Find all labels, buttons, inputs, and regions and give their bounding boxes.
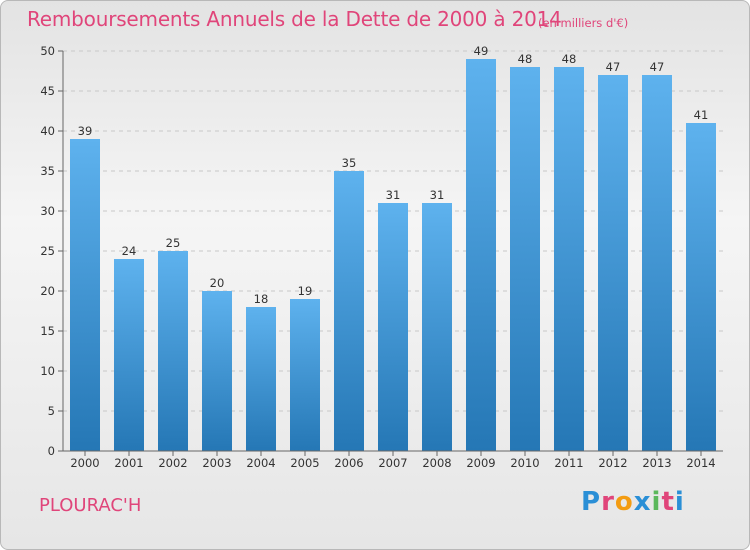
x-tick-label: 2004 [246,456,275,470]
logo-letter: P [581,487,602,517]
x-tick-label: 2010 [510,456,539,470]
y-tick-label: 15 [40,324,55,338]
x-tick-label: 2006 [334,456,363,470]
bar [114,259,144,451]
bar [466,59,496,451]
commune-name: PLOURAC'H [39,495,142,516]
bar [202,291,232,451]
x-tick-label: 2012 [598,456,627,470]
bar [598,75,628,451]
y-tick-label: 0 [48,444,55,458]
y-tick-label: 40 [40,124,55,138]
data-label: 49 [474,44,489,58]
bar [158,251,188,451]
bar [246,307,276,451]
bar [378,203,408,451]
data-label: 39 [78,124,93,138]
y-tick-label: 30 [40,204,55,218]
y-tick-label: 5 [48,404,55,418]
x-tick-label: 2001 [114,456,143,470]
logo-letter: o [614,487,634,517]
logo-letter: i [674,487,685,517]
data-label: 35 [342,156,357,170]
bar [686,123,716,451]
x-tick-label: 2009 [466,456,495,470]
x-tick-label: 2003 [202,456,231,470]
data-label: 19 [298,284,313,298]
y-tick-label: 50 [40,44,55,58]
proxiti-logo: Proxiti [581,487,685,517]
data-label: 41 [694,108,709,122]
data-label: 31 [430,188,445,202]
y-tick-label: 10 [40,364,55,378]
x-tick-label: 2011 [554,456,583,470]
chart-title: Remboursements Annuels de la Dette de 20… [27,7,562,31]
x-tick-label: 2007 [378,456,407,470]
bar [290,299,320,451]
y-tick-label: 35 [40,164,55,178]
data-label: 20 [210,276,225,290]
logo-letter: x [633,487,652,517]
x-tick-label: 2013 [642,456,671,470]
bar [642,75,672,451]
bar [510,67,540,451]
bar [422,203,452,451]
x-tick-label: 2002 [158,456,187,470]
data-label: 47 [606,60,621,74]
y-tick-label: 20 [40,284,55,298]
data-label: 25 [166,236,181,250]
x-tick-label: 2005 [290,456,319,470]
logo-letter: r [601,487,615,517]
x-tick-label: 2008 [422,456,451,470]
x-tick-label: 2000 [70,456,99,470]
logo-letter: t [661,487,675,517]
data-label: 24 [122,244,137,258]
y-tick-label: 45 [40,84,55,98]
chart-subtitle: (en milliers d'€) [538,16,629,30]
data-label: 31 [386,188,401,202]
data-label: 47 [650,60,665,74]
bar [554,67,584,451]
x-tick-label: 2014 [686,456,715,470]
bar [334,171,364,451]
data-label: 18 [254,292,269,306]
y-tick-label: 25 [40,244,55,258]
bar [70,139,100,451]
logo-letter: i [651,487,662,517]
data-label: 48 [518,52,533,66]
data-label: 48 [562,52,577,66]
